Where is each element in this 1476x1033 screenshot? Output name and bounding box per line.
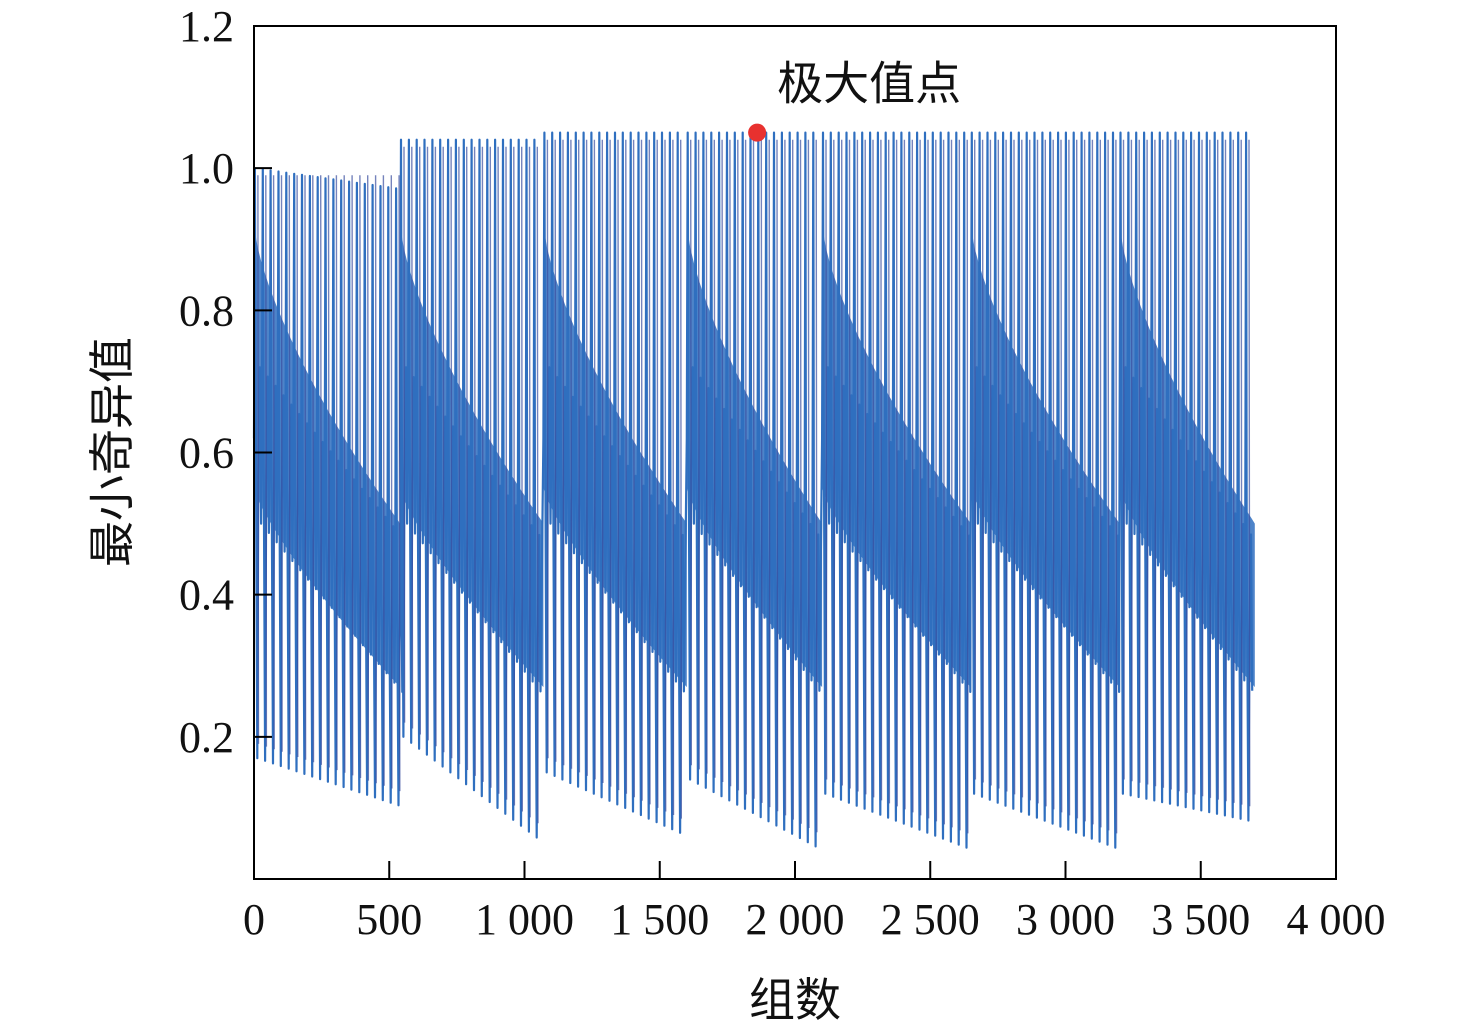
x-tick-label: 3 000 <box>1016 895 1115 944</box>
y-tick-label: 1.0 <box>179 144 234 193</box>
y-tick-label: 0.8 <box>179 286 234 335</box>
max-point-marker <box>748 123 767 142</box>
x-tick-label: 0 <box>243 895 265 944</box>
series-layer <box>252 131 1255 849</box>
y-axis-title: 最小奇异值 <box>85 337 139 567</box>
ticks-layer: 0 500 1 000 1 500 2 000 2 500 3 000 3 500 4 000 0… <box>179 2 1386 944</box>
y-tick-label: 0.4 <box>179 571 234 620</box>
annotation-label: 极大值点 <box>777 57 961 111</box>
y-tick-label: 0.2 <box>179 713 234 762</box>
x-tick-label: 2 000 <box>746 895 845 944</box>
y-tick-label: 1.2 <box>179 2 234 51</box>
x-tick-label: 500 <box>356 895 422 944</box>
series-line <box>252 131 1254 849</box>
x-tick-label: 4 000 <box>1287 895 1386 944</box>
y-tick-label: 0.6 <box>179 429 234 478</box>
x-tick-label: 2 500 <box>881 895 980 944</box>
x-tick-label: 1 000 <box>475 895 574 944</box>
x-tick-label: 3 500 <box>1151 895 1250 944</box>
annotation-layer: 极大值点 <box>748 57 961 142</box>
series-line-overlay <box>257 139 1251 834</box>
x-tick-label: 1 500 <box>610 895 709 944</box>
x-axis-title: 组数 <box>749 973 841 1027</box>
